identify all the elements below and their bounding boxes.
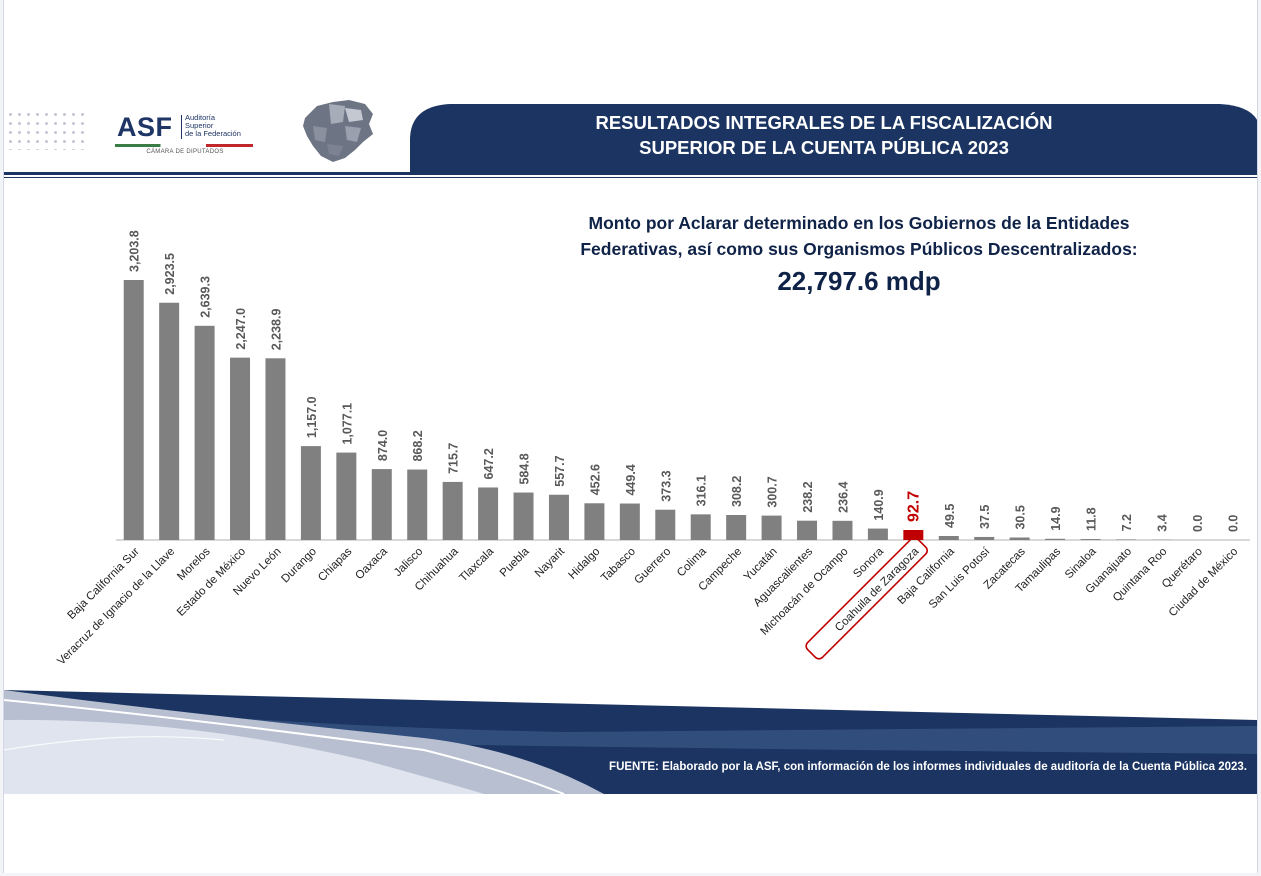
bar (1080, 539, 1101, 540)
category-label: Ciudad de México (1167, 546, 1241, 620)
chart-subtitle: Monto por Aclarar determinado en los Gob… (580, 213, 1138, 259)
data-label: 449.4 (624, 464, 638, 495)
dot-pattern-decoration (6, 110, 88, 150)
bar (655, 509, 676, 540)
data-label: 647.2 (482, 448, 496, 479)
data-label: 140.9 (872, 489, 886, 520)
data-label: 1,157.0 (305, 396, 319, 438)
chart-total: 22,797.6 mdp (777, 266, 941, 296)
bar (548, 494, 569, 540)
category-label: Oaxaca (353, 545, 390, 582)
logo-flag-stripe (115, 144, 253, 147)
category-label: Durango (279, 546, 319, 586)
data-label: 11.8 (1085, 507, 1099, 531)
bar (478, 487, 499, 540)
bar (903, 530, 924, 540)
highlight-box (805, 537, 928, 660)
data-label: 868.2 (411, 430, 425, 461)
bar (1045, 538, 1066, 540)
header-rule (4, 172, 1257, 175)
bar (194, 325, 215, 540)
bar (407, 469, 428, 540)
logo-mark: ASF (117, 112, 173, 142)
data-label: 0.0 (1191, 515, 1205, 532)
title-banner (410, 104, 1257, 172)
category-label: Tlaxcala (457, 545, 496, 584)
bar (442, 481, 463, 540)
data-label: 1,077.1 (340, 403, 354, 445)
data-label: 452.6 (588, 464, 602, 495)
data-label: 30.5 (1014, 505, 1028, 529)
mexico-map-icon (303, 100, 373, 162)
bar (832, 520, 853, 540)
bar (584, 503, 605, 540)
bar (797, 520, 818, 540)
bar (867, 528, 888, 540)
data-label: 37.5 (978, 505, 992, 529)
data-label: 316.1 (695, 475, 709, 506)
data-label: 2,923.5 (163, 253, 177, 295)
data-label: 49.5 (943, 504, 957, 528)
bar (1115, 539, 1136, 540)
data-label: 557.7 (553, 455, 567, 486)
bar (513, 492, 534, 540)
data-label: 2,238.9 (269, 309, 283, 351)
data-label: 584.8 (518, 453, 532, 484)
category-label: Colima (675, 545, 709, 579)
bar (761, 515, 782, 540)
bar (974, 536, 995, 540)
category-label: Chiapas (316, 545, 354, 583)
data-label: 3,203.8 (128, 230, 142, 272)
slide: ASF Auditoría Superior de la Federación … (3, 0, 1258, 873)
bar (265, 358, 286, 540)
logo-subtitle: Auditoría Superior de la Federación (185, 113, 241, 138)
data-label: 874.0 (376, 430, 390, 461)
bar (300, 446, 321, 540)
category-label: Hidalgo (566, 546, 602, 582)
bar (619, 503, 640, 540)
category-label: Guerrero (632, 546, 673, 587)
bar (123, 280, 144, 540)
bar (159, 302, 180, 540)
data-label: 2,639.3 (199, 276, 213, 318)
data-label: 238.2 (801, 481, 815, 512)
category-label: San Luis Potosí (927, 545, 993, 611)
category-label: Nayarit (533, 545, 568, 580)
data-label: 3.4 (1155, 514, 1169, 531)
bar (1009, 537, 1030, 540)
data-label: 7.2 (1120, 514, 1134, 531)
logo-separator (181, 115, 182, 139)
bar (726, 514, 747, 540)
category-label: Jalisco (392, 546, 425, 579)
data-label: 300.7 (766, 476, 780, 507)
data-label: 0.0 (1226, 515, 1240, 532)
data-label: 14.9 (1049, 506, 1063, 530)
source-note: FUENTE: Elaborado por la ASF, con inform… (609, 761, 1247, 773)
logo-caption: CÁMARA DE DIPUTADOS (146, 149, 224, 155)
footer-wave-decoration (4, 690, 1257, 795)
data-label: 715.7 (447, 443, 461, 474)
bar (230, 357, 251, 540)
bar (938, 535, 959, 540)
data-label: 308.2 (730, 476, 744, 507)
category-label: Puebla (498, 545, 532, 579)
data-label: 2,247.0 (234, 308, 248, 350)
data-label: 236.4 (836, 481, 850, 512)
category-label: Sonora (851, 545, 886, 580)
bar (336, 452, 357, 540)
bar (690, 514, 711, 540)
header-rule-thin (4, 177, 1257, 178)
category-label: Sinaloa (1063, 545, 1099, 581)
data-label: 373.3 (659, 470, 673, 501)
data-label: 92.7 (905, 491, 922, 522)
asf-logo: ASF Auditoría Superior de la Federación … (112, 108, 258, 160)
page-title: RESULTADOS INTEGRALES DE LA FISCALIZACIÓ… (595, 112, 1053, 158)
bar (371, 469, 392, 540)
